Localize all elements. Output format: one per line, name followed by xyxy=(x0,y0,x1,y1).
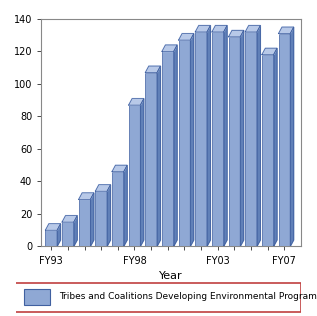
Polygon shape xyxy=(62,216,77,222)
Polygon shape xyxy=(274,48,277,246)
Polygon shape xyxy=(212,26,227,32)
Bar xyxy=(229,37,240,246)
FancyBboxPatch shape xyxy=(10,283,301,312)
Polygon shape xyxy=(79,193,94,199)
Polygon shape xyxy=(74,216,77,246)
Polygon shape xyxy=(195,26,210,32)
Polygon shape xyxy=(90,193,94,246)
Bar xyxy=(129,105,140,246)
Bar xyxy=(62,222,74,246)
Bar xyxy=(212,32,223,246)
Polygon shape xyxy=(157,66,160,246)
Bar xyxy=(262,55,274,246)
Polygon shape xyxy=(257,26,260,246)
Bar xyxy=(162,52,174,246)
Polygon shape xyxy=(107,185,111,246)
Polygon shape xyxy=(162,45,177,52)
Bar xyxy=(112,172,124,246)
Bar xyxy=(178,40,190,246)
Polygon shape xyxy=(223,26,227,246)
Polygon shape xyxy=(112,165,127,172)
Polygon shape xyxy=(262,48,277,55)
Polygon shape xyxy=(178,33,194,40)
Polygon shape xyxy=(229,30,244,37)
Polygon shape xyxy=(95,185,111,191)
Polygon shape xyxy=(124,165,127,246)
Bar xyxy=(195,32,207,246)
Polygon shape xyxy=(57,224,61,246)
Polygon shape xyxy=(279,27,294,33)
Polygon shape xyxy=(129,99,144,105)
Polygon shape xyxy=(245,26,260,32)
Polygon shape xyxy=(190,33,194,246)
Polygon shape xyxy=(174,45,177,246)
Bar xyxy=(95,191,107,246)
Bar xyxy=(79,199,90,246)
Bar xyxy=(245,32,257,246)
Bar xyxy=(145,73,157,246)
Bar xyxy=(24,289,50,305)
Polygon shape xyxy=(45,224,61,230)
Polygon shape xyxy=(290,27,294,246)
Polygon shape xyxy=(240,30,244,246)
Polygon shape xyxy=(145,66,160,73)
Bar xyxy=(45,230,57,246)
Polygon shape xyxy=(207,26,210,246)
X-axis label: Year: Year xyxy=(159,271,183,281)
Text: Tribes and Coalitions Developing Environmental Programs: Tribes and Coalitions Developing Environ… xyxy=(59,292,317,301)
Bar xyxy=(279,33,290,246)
Polygon shape xyxy=(140,99,144,246)
